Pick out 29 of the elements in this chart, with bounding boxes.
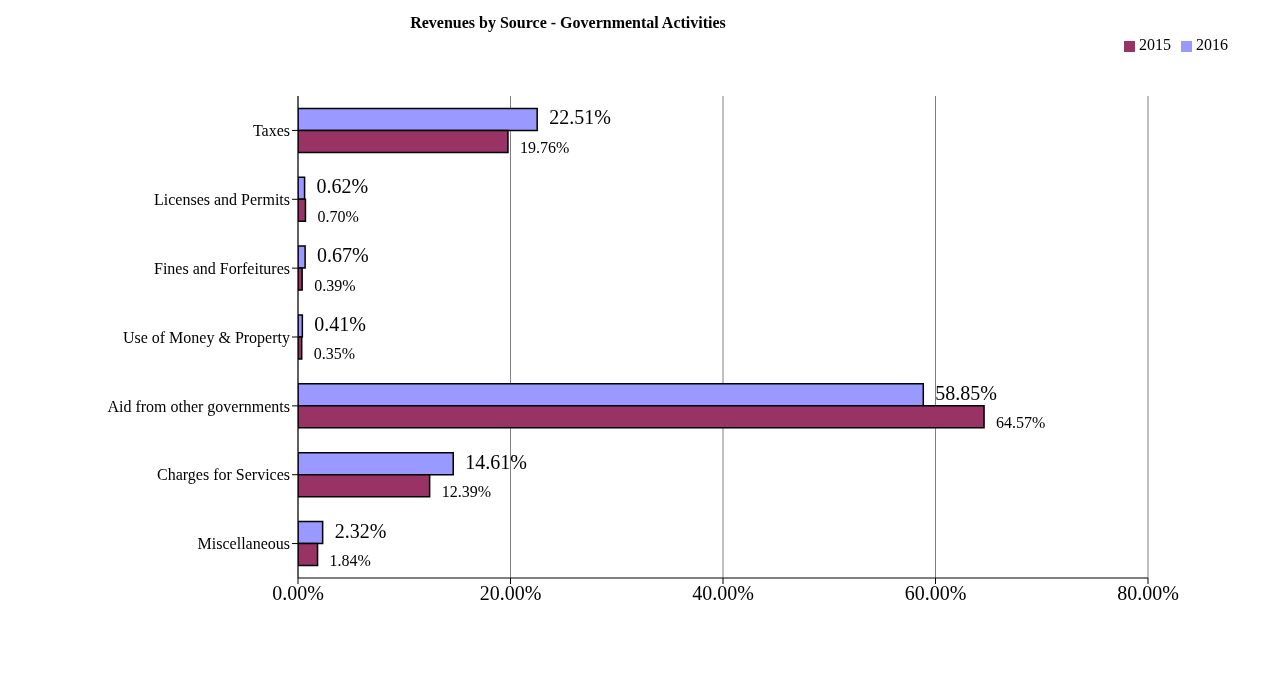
data-label: 1.84% [329, 552, 371, 570]
y-tick-label: Taxes [252, 122, 290, 140]
y-tick-label: Use of Money & Property [122, 328, 290, 347]
data-label: 22.51% [549, 106, 611, 129]
data-label: 14.61% [465, 450, 527, 473]
data-label: 2.32% [334, 519, 387, 542]
data-label: 0.41% [314, 312, 367, 335]
x-tick-label: 40.00% [692, 582, 754, 605]
data-label: 0.62% [316, 175, 369, 198]
y-tick-label: Licenses and Permits [154, 190, 290, 208]
data-label: 12.39% [441, 483, 491, 501]
y-tick-label: Charges for Services [157, 466, 290, 485]
y-tick-label: Fines and Forfeitures [154, 259, 290, 277]
x-tick-label: 20.00% [479, 582, 542, 605]
chart-title: Revenues by Source - Governmental Activities [409, 14, 727, 32]
data-label: 0.35% [313, 345, 356, 363]
y-tick-label: Miscellaneous [197, 535, 290, 553]
data-label: 0.39% [314, 276, 356, 294]
data-label: 0.67% [317, 244, 369, 267]
data-label: 19.76% [519, 138, 570, 156]
data-label: 0.70% [317, 207, 359, 225]
legend-label: 2015 [1139, 36, 1171, 53]
y-tick-label: Aid from other governments [107, 397, 290, 416]
x-tick-label: 0.00% [272, 582, 324, 605]
x-tick-label: 80.00% [1117, 582, 1179, 605]
x-tick-label: 60.00% [904, 582, 967, 605]
data-label: 64.57% [996, 414, 1046, 432]
data-label: 58.85% [935, 381, 997, 404]
legend-label: 2016 [1196, 36, 1228, 53]
